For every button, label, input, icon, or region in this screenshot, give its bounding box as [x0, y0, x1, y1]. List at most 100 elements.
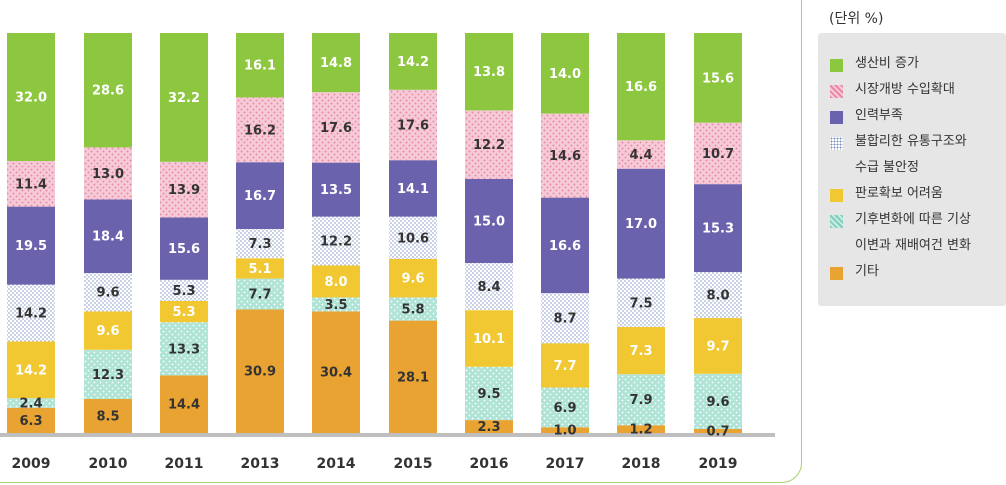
bar-segment-2015-6: [389, 33, 437, 90]
value-label-2011-0: 14.4: [168, 398, 200, 413]
bar-segment-2019-0: [694, 428, 742, 433]
value-label-2013-1: 7.7: [248, 288, 271, 303]
bar-segment-2013-6: [236, 33, 284, 98]
bar-segment-2015-0: [389, 320, 437, 433]
value-label-2018-1: 7.9: [629, 393, 652, 408]
value-label-2017-6: 14.0: [549, 67, 581, 82]
value-label-2017-1: 6.9: [553, 401, 576, 416]
value-label-2014-5: 17.6: [320, 121, 352, 136]
value-label-2017-5: 14.6: [549, 149, 581, 164]
legend-swatch-4: [830, 189, 843, 202]
bar-segment-2009-6: [7, 33, 55, 161]
value-label-2016-3: 8.4: [477, 280, 500, 295]
value-label-2014-1: 3.5: [324, 298, 347, 313]
value-label-2010-0: 8.5: [96, 410, 119, 425]
legend-swatch-5: [830, 215, 843, 228]
bar-segment-2011-3: [160, 279, 208, 301]
bar-segment-2010-0: [84, 399, 132, 433]
chart-frame: [0, 0, 802, 483]
value-label-2016-2: 10.1: [473, 332, 505, 347]
value-label-2018-5: 4.4: [629, 148, 652, 163]
legend-label-0: 생산비 증가: [855, 56, 919, 71]
value-label-2019-4: 15.3: [702, 222, 734, 237]
value-label-2010-6: 28.6: [92, 84, 124, 99]
value-label-2011-1: 13.3: [168, 342, 200, 357]
x-tick-label-2011: 2011: [165, 456, 204, 472]
value-label-2016-4: 15.0: [473, 214, 505, 229]
x-tick-label-2015: 2015: [394, 456, 433, 472]
bar-segment-2017-4: [541, 197, 589, 294]
value-label-2019-2: 9.7: [706, 339, 729, 354]
value-labels-layer: 6.3 2.4 14.2 14.2 19.5 11.4 32.0 8.5 12.3 9.6 9.6 1…: [15, 55, 734, 440]
legend-item-6: 기타: [830, 263, 879, 285]
value-label-2015-4: 14.1: [397, 182, 429, 197]
x-tick-label-2013: 2013: [241, 456, 280, 472]
value-label-2010-1: 12.3: [92, 368, 124, 383]
value-label-2009-2: 14.2: [15, 363, 47, 378]
bar-segment-2015-2: [389, 259, 437, 298]
bar-segment-2015-5: [389, 89, 437, 161]
bar-segment-2018-0: [617, 425, 665, 433]
value-label-2013-4: 16.7: [244, 189, 276, 204]
bar-segment-2011-0: [160, 375, 208, 433]
value-label-2019-3: 8.0: [706, 289, 729, 304]
bar-segment-2018-6: [617, 33, 665, 141]
bar-segment-2015-3: [389, 216, 437, 259]
value-label-2011-4: 15.6: [168, 242, 200, 257]
bar-segment-2010-2: [84, 311, 132, 350]
bar-segment-2018-3: [617, 278, 665, 328]
legend-item-2: 인력부족: [830, 107, 903, 129]
legend-swatch-2: [830, 111, 843, 124]
bar-segment-2013-4: [236, 162, 284, 229]
legend-item-0: 생산비 증가: [830, 55, 919, 77]
legend-label-3: 불합리한 유통구조와 수급 불안정: [855, 134, 967, 175]
value-label-2009-5: 11.4: [15, 177, 47, 192]
bar-segment-2018-1: [617, 374, 665, 426]
bar-segment-2009-4: [7, 206, 55, 285]
bar-segment-2013-0: [236, 309, 284, 433]
bar-segment-2016-5: [465, 110, 513, 179]
value-label-2011-5: 13.9: [168, 183, 200, 198]
bar-segment-2016-1: [465, 366, 513, 421]
bar-segment-2016-0: [465, 420, 513, 433]
legend: 생산비 증가 시장개방 수입확대 인력부족 불합리한 유통구조와 수급 불안정 판로확보…: [818, 33, 1006, 306]
bar-segment-2011-1: [160, 322, 208, 376]
bar-segment-2010-4: [84, 199, 132, 273]
bar-segment-2018-2: [617, 327, 665, 375]
legend-label-2: 인력부족: [855, 108, 903, 123]
value-label-2011-6: 32.2: [168, 91, 200, 106]
x-axis-baseline: [0, 433, 775, 437]
bar-segment-2019-2: [694, 318, 742, 374]
value-label-2013-0: 30.9: [244, 365, 276, 380]
value-label-2015-6: 14.2: [397, 55, 429, 70]
value-label-2014-6: 14.8: [320, 56, 352, 71]
legend-swatch-6: [830, 267, 843, 280]
value-label-2019-1: 9.6: [706, 395, 729, 410]
legend-label-5: 기후변화에 따른 기상 이변과 재배여건 변화: [855, 212, 971, 253]
bar-segment-2011-6: [160, 33, 208, 162]
bar-segment-2009-1: [7, 398, 55, 408]
legend-item-5: 기후변화에 따른 기상 이변과 재배여건 변화: [830, 211, 971, 259]
legend-label-6: 기타: [855, 264, 879, 279]
bar-segment-2010-1: [84, 349, 132, 399]
x-tick-label-2016: 2016: [470, 456, 509, 472]
value-label-2014-3: 12.2: [320, 235, 352, 250]
bar-segment-2010-5: [84, 147, 132, 200]
x-tick-label-2019: 2019: [699, 456, 738, 472]
unit-label: (단위 %): [829, 11, 884, 27]
bar-segment-2010-6: [84, 33, 132, 148]
legend-item-4: 판로확보 어려움: [830, 185, 943, 207]
value-label-2017-2: 7.7: [553, 359, 576, 374]
bar-segment-2011-2: [160, 301, 208, 323]
value-label-2018-0: 1.2: [629, 423, 652, 438]
bar-segment-2017-3: [541, 293, 589, 344]
value-label-2013-2: 5.1: [248, 262, 271, 277]
value-label-2009-0: 6.3: [19, 414, 42, 429]
value-label-2015-5: 17.6: [397, 119, 429, 134]
value-label-2017-4: 16.6: [549, 239, 581, 254]
bar-segment-2014-4: [312, 162, 360, 217]
value-label-2010-5: 13.0: [92, 167, 124, 182]
value-label-2017-0: 1.0: [553, 424, 576, 439]
value-label-2018-4: 17.0: [625, 217, 657, 232]
bar-segment-2019-5: [694, 122, 742, 185]
